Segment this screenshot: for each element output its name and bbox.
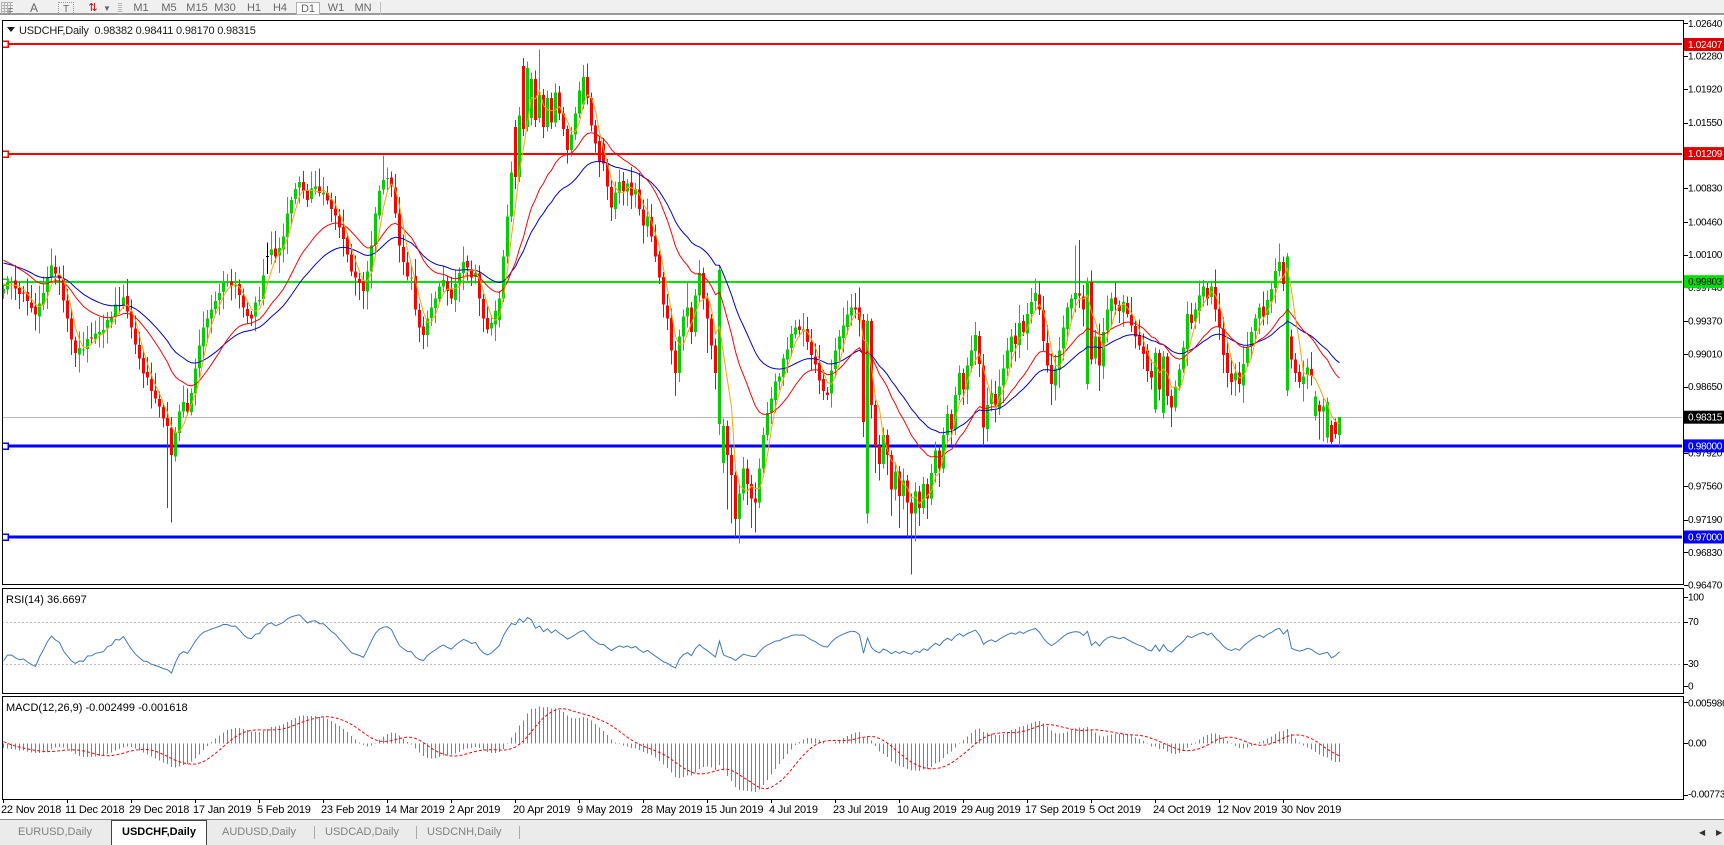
svg-text:1.01209: 1.01209 — [1688, 149, 1723, 160]
svg-text:17 Sep 2019: 17 Sep 2019 — [1025, 804, 1085, 816]
svg-text:1.00100: 1.00100 — [1688, 250, 1723, 261]
svg-text:1.00830: 1.00830 — [1688, 184, 1723, 195]
svg-text:MACD(12,26,9) -0.002499 -0.001: MACD(12,26,9) -0.002499 -0.001618 — [6, 702, 188, 714]
svg-text:22 Nov 2018: 22 Nov 2018 — [1, 804, 61, 816]
svg-text:0.99010: 0.99010 — [1688, 349, 1723, 360]
svg-text:0.005986: 0.005986 — [1688, 699, 1724, 710]
svg-text:0.98650: 0.98650 — [1688, 382, 1723, 393]
svg-text:10 Aug 2019: 10 Aug 2019 — [897, 804, 957, 816]
svg-text:0.96830: 0.96830 — [1688, 548, 1723, 559]
svg-text:1.02280: 1.02280 — [1688, 52, 1723, 63]
svg-text:30: 30 — [1688, 659, 1699, 670]
svg-text:0.99740: 0.99740 — [1688, 283, 1723, 294]
svg-text:100: 100 — [1688, 593, 1705, 604]
svg-text:0.98000: 0.98000 — [1688, 441, 1723, 452]
svg-text:0: 0 — [1688, 682, 1694, 693]
svg-text:-0.00773: -0.00773 — [1688, 790, 1724, 801]
svg-text:20 Apr 2019: 20 Apr 2019 — [513, 804, 570, 816]
svg-text:0.97190: 0.97190 — [1688, 515, 1723, 526]
svg-text:5 Feb 2019: 5 Feb 2019 — [257, 804, 311, 816]
svg-text:0.99370: 0.99370 — [1688, 317, 1723, 328]
svg-text:0.96470: 0.96470 — [1688, 581, 1723, 592]
svg-text:29 Dec 2018: 29 Dec 2018 — [129, 804, 189, 816]
svg-text:30 Nov 2019: 30 Nov 2019 — [1281, 804, 1341, 816]
svg-text:5 Oct 2019: 5 Oct 2019 — [1089, 804, 1141, 816]
svg-text:1.00460: 1.00460 — [1688, 217, 1723, 228]
svg-text:1.02407: 1.02407 — [1688, 40, 1723, 51]
svg-text:23 Feb 2019: 23 Feb 2019 — [321, 804, 381, 816]
svg-text:15 Jun 2019: 15 Jun 2019 — [705, 804, 763, 816]
svg-text:0.97000: 0.97000 — [1688, 533, 1723, 544]
svg-text:1.01550: 1.01550 — [1688, 118, 1723, 129]
svg-text:12 Nov 2019: 12 Nov 2019 — [1217, 804, 1277, 816]
svg-text:9 May 2019: 9 May 2019 — [577, 804, 633, 816]
svg-text:0.98315: 0.98315 — [1688, 413, 1723, 424]
svg-text:2 Apr 2019: 2 Apr 2019 — [449, 804, 500, 816]
svg-text:USDCHF,Daily 0.98382 0.98411: USDCHF,Daily 0.98382 0.98411 0.98170 0.9… — [19, 25, 256, 37]
svg-text:0.97920: 0.97920 — [1688, 449, 1723, 460]
svg-text:1.01920: 1.01920 — [1688, 84, 1723, 95]
svg-text:0.99803: 0.99803 — [1688, 277, 1723, 288]
svg-text:1.02640: 1.02640 — [1688, 19, 1723, 30]
svg-text:23 Jul 2019: 23 Jul 2019 — [833, 804, 888, 816]
svg-text:17 Jan 2019: 17 Jan 2019 — [193, 804, 251, 816]
svg-text:28 May 2019: 28 May 2019 — [641, 804, 702, 816]
svg-text:70: 70 — [1688, 617, 1699, 628]
svg-text:4 Jul 2019: 4 Jul 2019 — [769, 804, 818, 816]
svg-text:0.00: 0.00 — [1688, 739, 1707, 750]
svg-text:0.97560: 0.97560 — [1688, 482, 1723, 493]
svg-text:24 Oct 2019: 24 Oct 2019 — [1153, 804, 1211, 816]
svg-text:RSI(14) 36.6697: RSI(14) 36.6697 — [6, 594, 87, 606]
svg-text:11 Dec 2018: 11 Dec 2018 — [65, 804, 124, 816]
svg-text:29 Aug 2019: 29 Aug 2019 — [961, 804, 1021, 816]
svg-text:14 Mar 2019: 14 Mar 2019 — [385, 804, 445, 816]
